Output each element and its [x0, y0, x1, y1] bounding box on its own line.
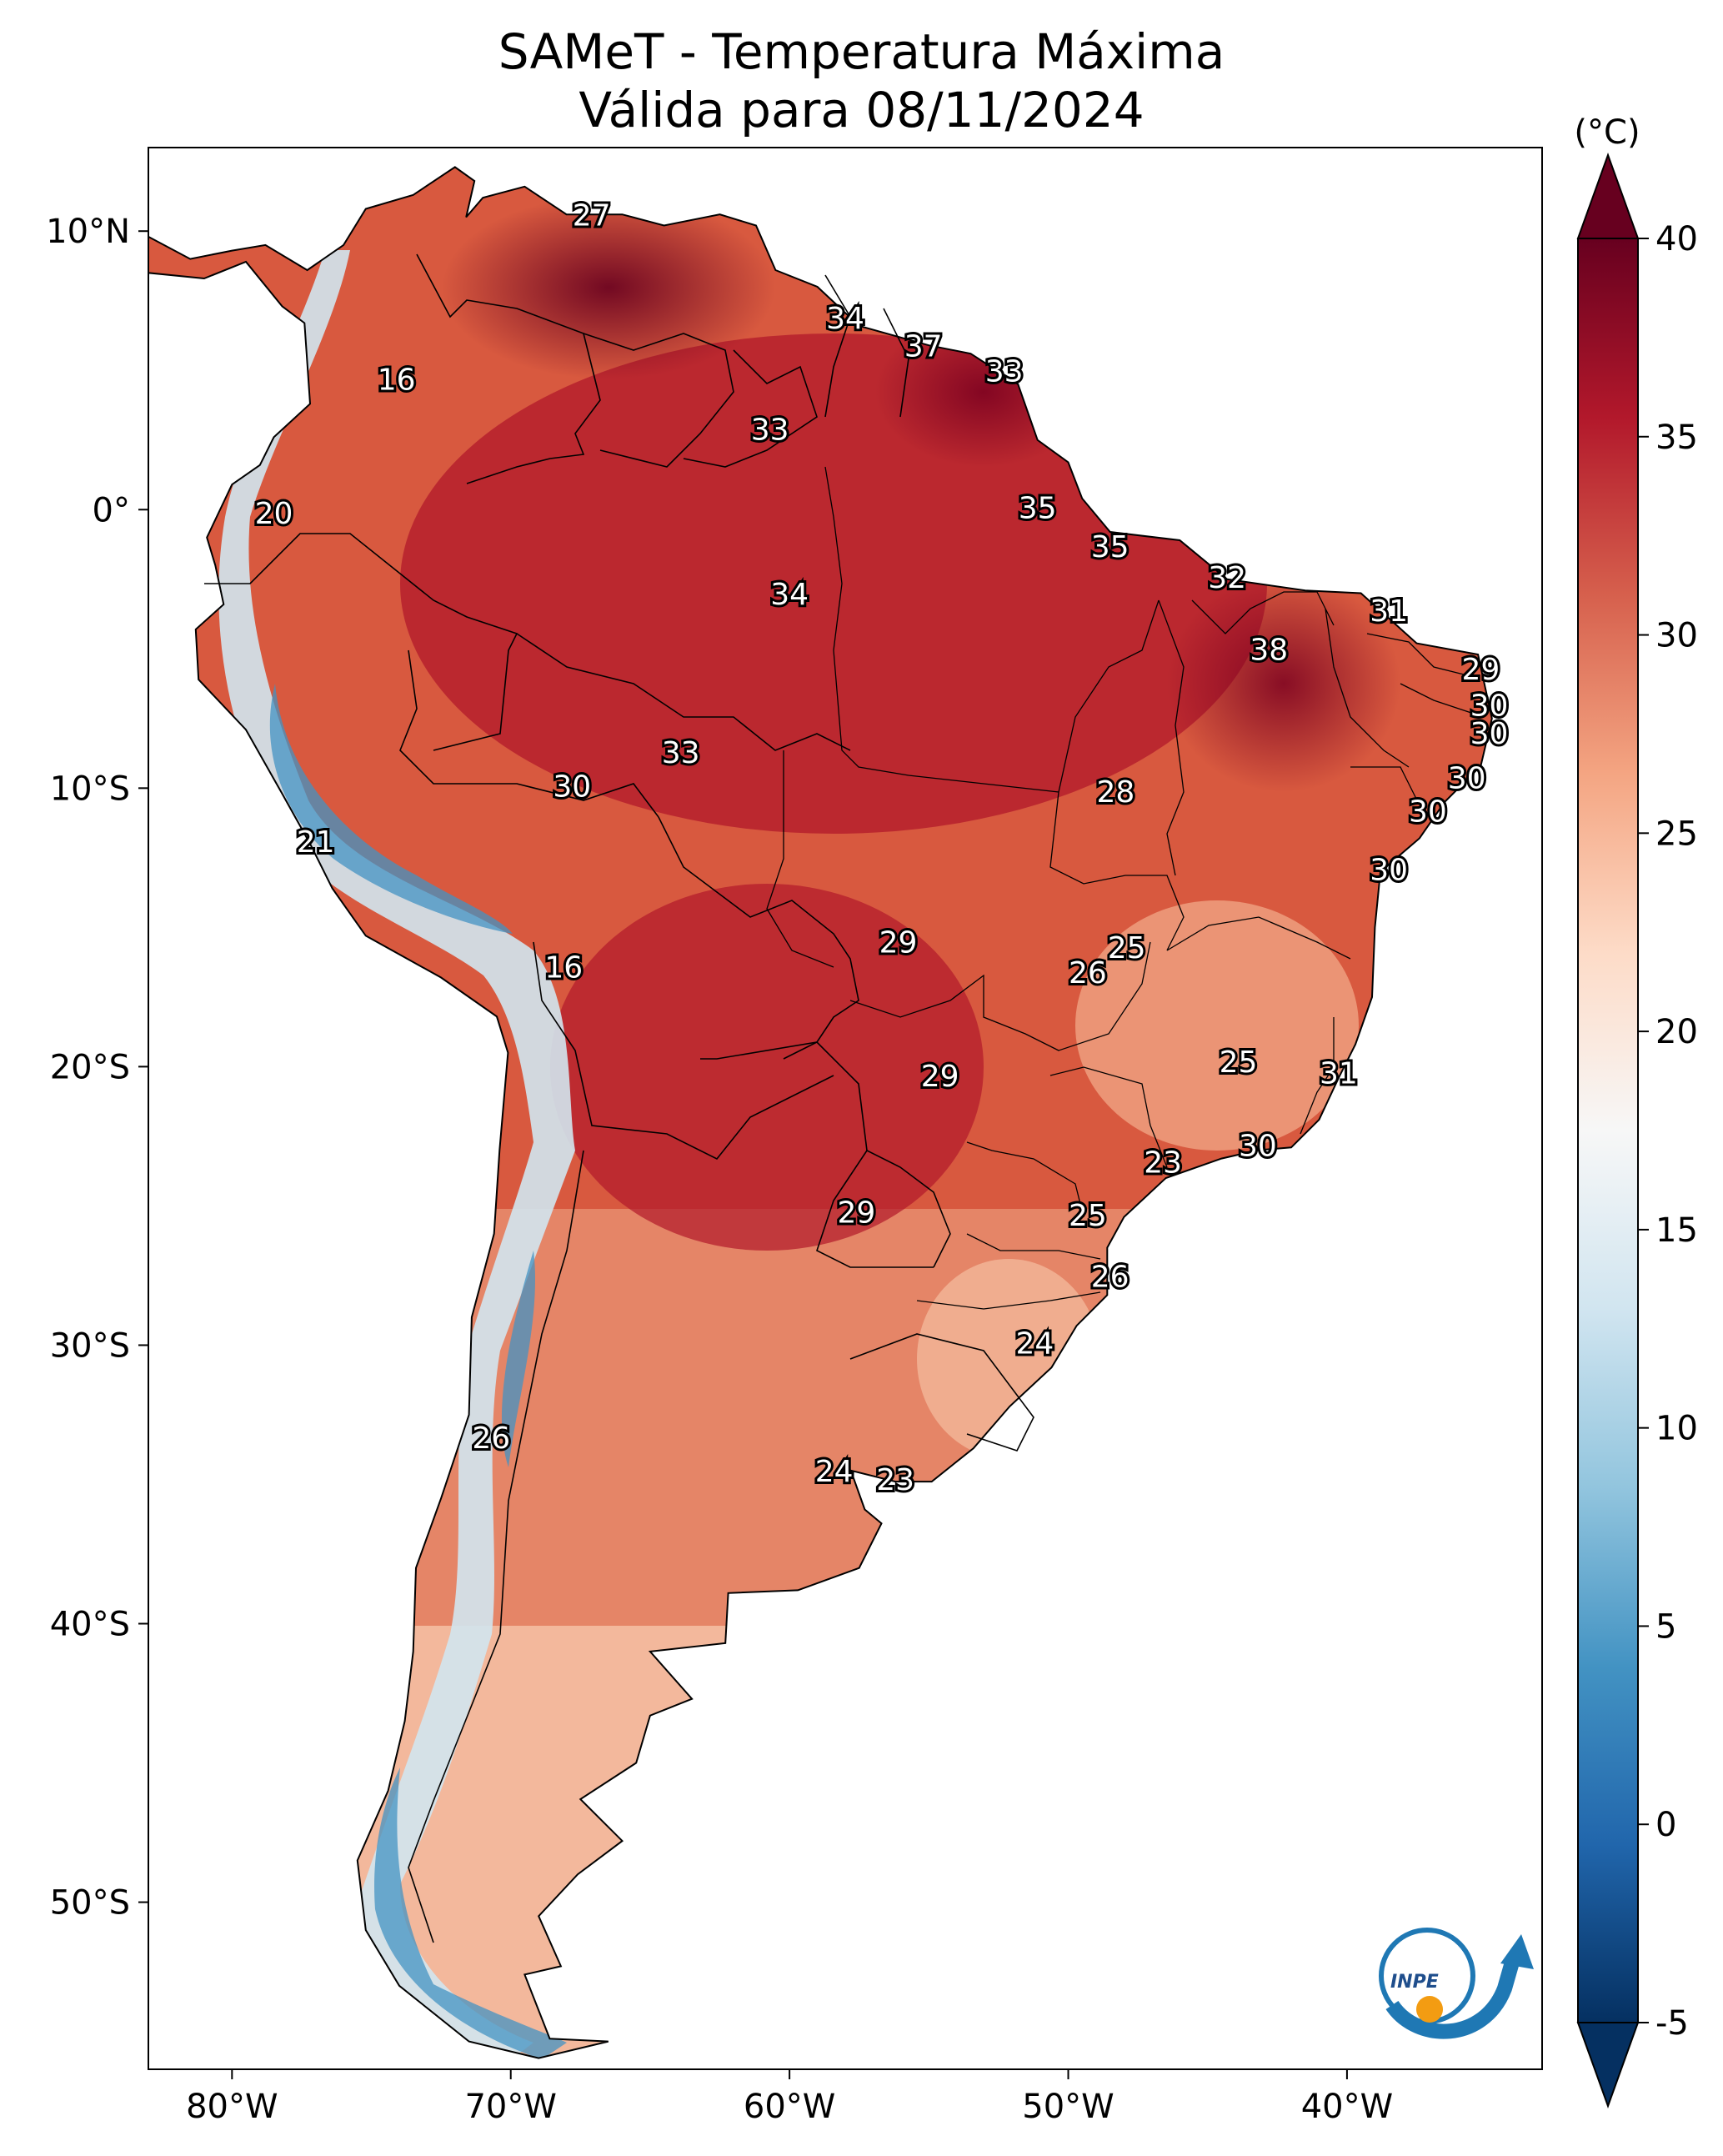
- temperature-label: 34: [770, 578, 809, 612]
- temperature-label: 23: [876, 1463, 914, 1497]
- temperature-label: 29: [1461, 653, 1500, 687]
- colorbar-tick-label: 5: [1655, 1607, 1676, 1646]
- lat-tick-label: 0°: [93, 491, 130, 529]
- temperature-label: 29: [837, 1196, 875, 1230]
- lon-tick-label: 50°W: [1022, 2088, 1114, 2126]
- andes-cool-band: [218, 250, 575, 2058]
- lat-tick-label: 30°S: [50, 1326, 130, 1365]
- lat-tick-label: 20°S: [50, 1048, 130, 1086]
- colorbar-tick-label: 25: [1655, 815, 1698, 853]
- map-subtitle: Válida para 08/11/2024: [579, 82, 1144, 138]
- state-borders: [766, 466, 1485, 1310]
- lon-tick-label: 60°W: [744, 2088, 835, 2126]
- temperature-label: 33: [662, 736, 700, 770]
- colorbar-tick-label: 40: [1655, 220, 1698, 258]
- temperature-label: 33: [751, 414, 789, 448]
- colorbar-tick-label: 15: [1655, 1211, 1698, 1250]
- colorbar-tick-label: -5: [1655, 2004, 1689, 2043]
- chaco-hot-zone: [550, 884, 984, 1251]
- colorbar-extend-max: [1576, 153, 1640, 239]
- temperature-label: 26: [1091, 1260, 1129, 1294]
- temperature-label: 38: [1250, 634, 1288, 668]
- temperature-label: 29: [879, 925, 918, 960]
- venezuela-hot-zone: [442, 196, 775, 379]
- colorbar-tick-label: 35: [1655, 419, 1698, 457]
- colorbar-unit: (°C): [1574, 113, 1640, 152]
- temperature-label: 24: [815, 1455, 854, 1489]
- temperature-label: 25: [1220, 1045, 1258, 1080]
- temperature-label: 30: [1409, 795, 1447, 829]
- temperature-label: 32: [1208, 561, 1246, 595]
- temperature-label: 20: [255, 497, 293, 531]
- colorbar-tick-label: 30: [1655, 617, 1698, 655]
- temperature-label: 30: [553, 770, 591, 804]
- temperature-label: 27: [573, 199, 611, 233]
- temperature-label: 30: [1239, 1129, 1277, 1163]
- temperature-label: 21: [297, 825, 335, 860]
- temperature-label: 31: [1320, 1056, 1358, 1091]
- svg-text:INPE: INPE: [1390, 1972, 1439, 1993]
- temperature-label: 30: [1470, 717, 1509, 751]
- coastline: [148, 166, 1493, 2059]
- temperature-label: 31: [1370, 594, 1408, 629]
- temperature-label: 28: [1096, 775, 1134, 810]
- temperature-label: 30: [1470, 689, 1509, 724]
- lat-tick-label: 40°S: [50, 1606, 130, 1644]
- colorbar-tick-label: 20: [1655, 1013, 1698, 1051]
- temperature-label: 30: [1448, 761, 1486, 795]
- longitude-ticks: 80°W 70°W 60°W 50°W 40°W: [186, 2069, 1393, 2126]
- temperature-label: 37: [904, 330, 943, 364]
- lon-tick-label: 70°W: [464, 2088, 556, 2126]
- lon-tick-label: 80°W: [186, 2088, 278, 2126]
- temperature-label: 23: [1144, 1146, 1182, 1180]
- temperature-label: 29: [921, 1060, 959, 1094]
- inpe-logo: INPE: [1379, 1928, 1534, 2039]
- lat-tick-label: 50°S: [50, 1884, 130, 1923]
- country-borders: [204, 253, 1034, 1943]
- temperature-label: 30: [1370, 854, 1408, 888]
- temperature-label: 25: [1108, 931, 1146, 965]
- temperature-label: 24: [1015, 1326, 1054, 1361]
- temperature-label: 35: [1091, 530, 1129, 564]
- temperature-label: 16: [378, 364, 416, 398]
- northeast-hot-zone: [1167, 575, 1400, 792]
- lat-tick-label: 10°N: [46, 213, 130, 251]
- temperature-label: 26: [1069, 956, 1107, 990]
- colorbar-extend-min: [1576, 2022, 1640, 2108]
- temperature-label: 16: [544, 951, 583, 985]
- temperature-label: 33: [985, 355, 1024, 389]
- colorbar-ticks: 40 35 30 25 20 15 10 5 0 -5: [1638, 220, 1698, 2043]
- temperature-label: 34: [826, 302, 864, 336]
- lon-tick-label: 40°W: [1301, 2088, 1393, 2126]
- colorbar: 40 35 30 25 20 15 10 5 0 -5 (°C): [1574, 113, 1698, 2108]
- temperature-label: 35: [1019, 491, 1057, 525]
- temperature-label: 26: [472, 1421, 510, 1456]
- colorbar-scale: [1577, 238, 1639, 2023]
- lat-tick-label: 10°S: [50, 770, 130, 808]
- amazon-hot-zone: [400, 333, 1267, 834]
- temperature-label: 25: [1069, 1199, 1107, 1233]
- colorbar-tick-label: 10: [1655, 1410, 1698, 1448]
- andes-cold-band: [269, 684, 567, 2058]
- colorbar-tick-label: 0: [1655, 1806, 1676, 1844]
- map-title: SAMeT - Temperatura Máxima: [498, 23, 1225, 80]
- latitude-ticks: 10°N 0° 10°S 20°S 30°S 40°S 50°S: [46, 213, 148, 1923]
